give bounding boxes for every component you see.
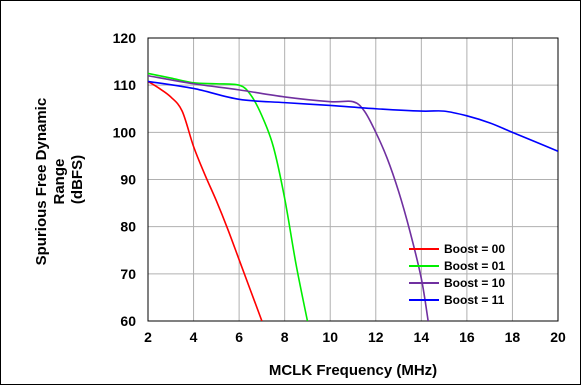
- x-tick-label: 16: [459, 329, 475, 345]
- legend-label: Boost = 11: [444, 293, 505, 307]
- y-tick-label: 120: [113, 30, 137, 46]
- x-tick-labels: 2 4 6 8 10 12 14 16 18 20: [144, 329, 566, 345]
- plot-area-border: [147, 37, 559, 322]
- series-line-1: [148, 72, 309, 321]
- y-axis-title-line-1: Spurious Free Dynamic: [33, 98, 50, 266]
- y-tick-label: 110: [113, 77, 136, 93]
- series-line-2: [148, 74, 429, 321]
- x-tick-label: 6: [235, 329, 243, 345]
- x-tick-label: 14: [414, 329, 430, 345]
- y-tick-label: 70: [120, 266, 136, 282]
- y-tick-label: 60: [120, 313, 136, 329]
- y-axis-title: Spurious Free Dynamic Range (dBFS): [33, 94, 86, 266]
- y-tick-label: 100: [113, 124, 137, 140]
- series-line-3: [148, 80, 558, 152]
- series-line-0: [148, 80, 263, 321]
- legend-label: Boost = 01: [444, 259, 505, 273]
- x-axis-title: MCLK Frequency (MHz): [269, 362, 437, 379]
- y-tick-labels: 60 70 80 90 100 110 120: [113, 30, 137, 329]
- x-tick-label: 8: [281, 329, 289, 345]
- x-tick-label: 18: [505, 329, 521, 345]
- x-tick-label: 20: [550, 329, 566, 345]
- series-group: [148, 72, 558, 321]
- x-tick-label: 4: [190, 329, 198, 345]
- x-tick-label: 10: [322, 329, 338, 345]
- legend: Boost = 00 Boost = 01 Boost = 10 Boost = 11: [409, 242, 505, 307]
- y-axis-title-line-3: (dBFS): [69, 155, 86, 204]
- x-tick-label: 2: [144, 329, 152, 345]
- y-axis-title-line-2: Range: [51, 159, 68, 205]
- y-tick-label: 80: [120, 219, 136, 235]
- legend-label: Boost = 10: [444, 276, 505, 290]
- x-tick-label: 12: [368, 329, 384, 345]
- y-tick-label: 90: [120, 172, 136, 188]
- legend-label: Boost = 00: [444, 242, 505, 256]
